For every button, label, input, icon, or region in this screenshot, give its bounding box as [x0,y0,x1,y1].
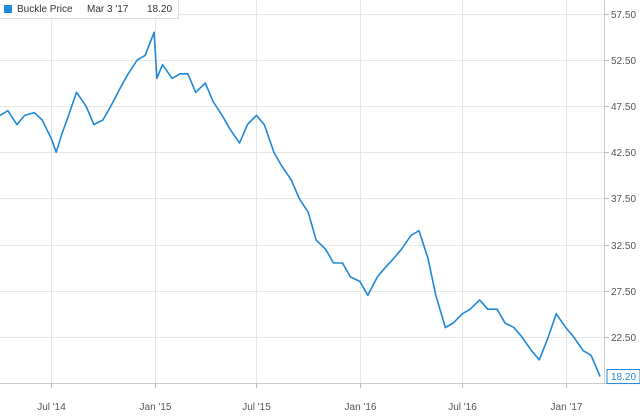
y-tick-label: 22.50 [611,333,636,344]
x-tick-label: Jul '14 [37,402,66,413]
x-tick-label: Jul '15 [242,402,271,413]
y-tick-label: 42.50 [611,148,636,159]
last-value-label: 18.20 [611,372,636,383]
legend: Buckle Price Mar 3 '17 18.20 [0,0,180,19]
series-layer [0,31,601,377]
y-tick-label: 27.50 [611,287,636,298]
y-axis-ticks: 57.50 52.50 47.50 42.50 37.50 32.50 27.50 22.50 [604,10,636,344]
x-tick-label: Jan '15 [140,402,172,413]
y-tick-label: 57.50 [611,10,636,21]
grid-lines [0,0,640,384]
last-value-box [606,369,640,385]
x-tick-label: Jul '16 [448,402,477,413]
legend-swatch [4,5,12,13]
legend-series-name: Buckle Price [17,3,73,15]
y-tick-label: 32.50 [611,241,636,252]
x-tick-label: Jan '16 [345,402,377,413]
y-tick-label: 52.50 [611,56,636,67]
x-tick-label: Jan '17 [551,402,583,413]
x-axis-ticks: Jul '14 Jan '15 Jul '15 Jan '16 Jul '16 Jan '… [37,383,583,413]
legend-value: 18.20 [147,3,173,15]
y-tick-label: 47.50 [611,102,636,113]
legend-date: Mar 3 '17 [87,3,129,15]
y-tick-label: 37.50 [611,194,636,205]
last-value-layer: 18.20 [606,369,640,385]
series-line-buckle-price [0,31,601,377]
